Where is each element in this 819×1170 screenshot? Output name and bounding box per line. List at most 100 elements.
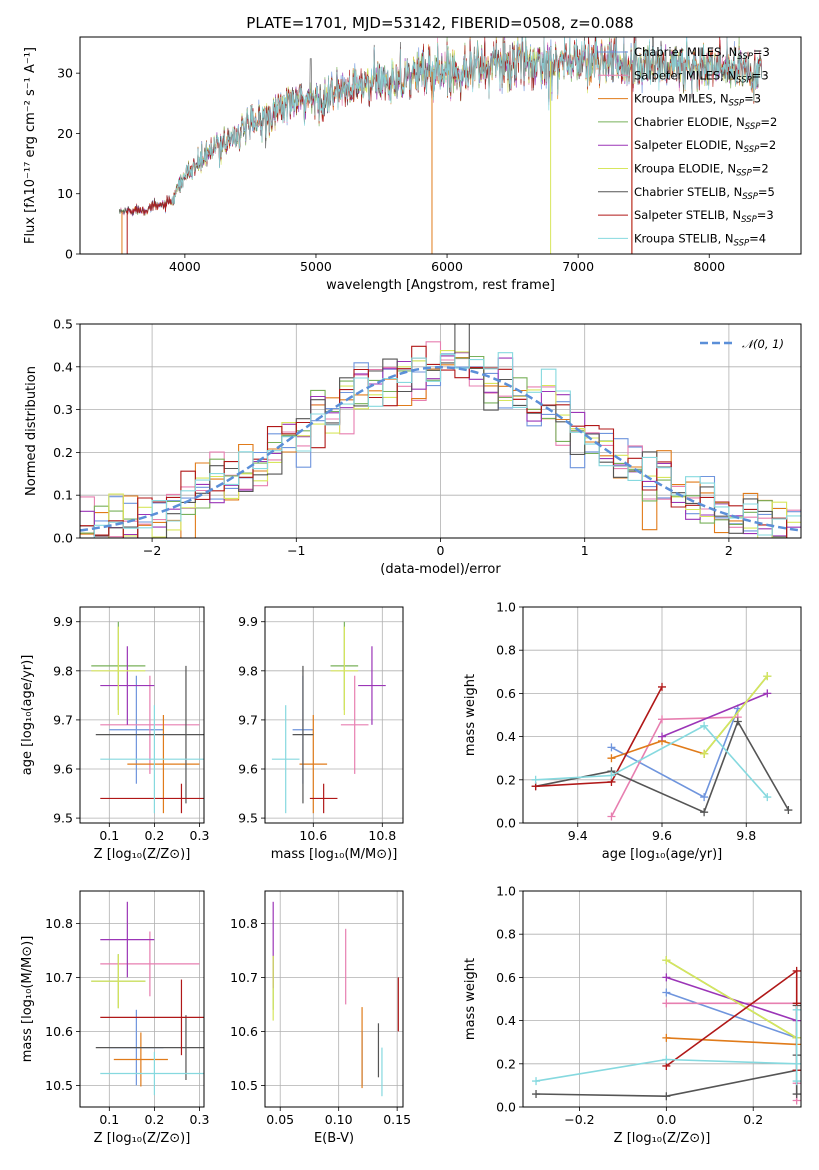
x-tick-label: 9.6: [652, 828, 672, 843]
y-axis-label: mass [log₁₀(M/M⊙)]: [20, 936, 35, 1063]
x-tick-label: 0.2: [144, 1112, 164, 1127]
figure-title: PLATE=1701, MJD=53142, FIBERID=0508, z=0…: [246, 14, 633, 32]
y-axis-label: Flux [fλ10⁻¹⁷ erg cm⁻² s⁻¹ A⁻¹]: [23, 47, 38, 244]
y-tick-label: 9.6: [238, 762, 258, 777]
plot-area: [118, 37, 763, 254]
y-tick-label: 9.7: [238, 712, 258, 727]
y-tick-label: 0.4: [496, 1013, 516, 1028]
x-tick-label: 7000: [562, 259, 594, 274]
y-axis-label: mass weight: [463, 958, 478, 1040]
panel-spectrum: 4000 5000 6000 7000 8000 0 10 20 30 wavelength [A…: [23, 36, 802, 293]
legend-label: Salpeter ELODIE, NSSP=2: [634, 138, 776, 155]
weight-point-kroupa_elodie: [662, 956, 671, 965]
axes-frame: [522, 606, 802, 824]
weight-point-kroupa_stelib: [792, 1005, 801, 1014]
y-tick-label: 0.4: [496, 729, 516, 744]
weight-point-kroupa_stelib: [700, 721, 709, 730]
y-tick-label: 0.6: [496, 686, 516, 701]
spectrum-kroupa_stelib: [171, 37, 763, 205]
panel-age-vs-Z: 0.1 0.2 0.3 9.5 9.6 9.7 9.8 9.9 Z [log₁₀(Z/Z⊙)] a…: [20, 606, 209, 862]
y-tick-label: 0.1: [53, 488, 73, 503]
y-tick-label: 9.9: [238, 614, 258, 629]
x-axis-label: Z [log₁₀(Z/Z⊙)]: [94, 847, 191, 862]
weight-point-chabrier_miles: [607, 743, 616, 752]
legend-label: Chabrier STELIB, NSSP=5: [634, 185, 775, 202]
weight-point-kroupa_stelib: [531, 775, 540, 784]
y-tick-label: 9.5: [53, 811, 73, 826]
panel-mass-vs-Z: 0.1 0.2 0.3 10.5 10.6 10.7 10.8 Z [log₁₀(Z/Z⊙)]…: [20, 890, 209, 1146]
plot-area: [91, 901, 204, 1096]
y-tick-label: 1.0: [496, 600, 516, 615]
y-tick-label: 0.0: [496, 816, 516, 831]
y-tick-label: 0.5: [53, 317, 73, 332]
legend-label: 𝒩(0, 1): [742, 337, 784, 351]
panel-weight-vs-Z: −0.2 0.0 0.2 0.0 0.2 0.4 0.6 0.8 1.0 Z [log₁₀(Z/Z…: [463, 884, 802, 1146]
weight-point-chabrier_stelib: [662, 1092, 671, 1101]
panel-mass-vs-ebv: 0.05 0.10 0.15 10.5 10.6 10.7 10.8 E(B-V): [230, 890, 411, 1146]
y-tick-label: 9.9: [53, 614, 73, 629]
x-axis-label: Z [log₁₀(Z/Z⊙)]: [614, 1131, 711, 1146]
x-tick-label: 1: [581, 543, 589, 558]
weight-point-chabrier_miles: [662, 988, 671, 997]
y-tick-label: 10.8: [230, 916, 258, 931]
axes-frame: [79, 36, 802, 255]
y-tick-label: 0.6: [496, 970, 516, 985]
legend-label: Salpeter STELIB, NSSP=3: [634, 208, 774, 225]
weight-point-chabrier_miles: [700, 793, 709, 802]
plot-area: [91, 621, 204, 814]
x-tick-label: 0.10: [325, 1112, 353, 1127]
plot-area: [531, 672, 793, 821]
y-tick-label: 9.7: [53, 712, 73, 727]
weight-point-chabrier_stelib: [532, 1090, 541, 1099]
weight-point-kroupa_elodie: [763, 672, 772, 681]
y-tick-label: 9.8: [238, 663, 258, 678]
x-tick-label: 9.8: [736, 828, 756, 843]
weight-point-salpeter_elodie: [658, 732, 666, 741]
histogram-salpeter_miles: [80, 341, 801, 538]
x-axis-label: (data-model)/error: [380, 562, 501, 577]
x-tick-label: 10.6: [299, 828, 327, 843]
x-tick-label: 5000: [300, 259, 332, 274]
legend-label: Kroupa STELIB, NSSP=4: [634, 231, 766, 248]
y-tick-label: 10.7: [45, 970, 73, 985]
axes-frame: [522, 890, 802, 1108]
panel-residuals: −2 −1 0 1 2 0.0 0.1 0.2 0.3 0.4 0.5 (data-model)/er…: [24, 317, 802, 577]
weight-point-salpeter_elodie: [763, 689, 772, 698]
weight-point-chabrier_stelib: [792, 1090, 801, 1099]
weight-point-kroupa_elodie: [700, 749, 709, 758]
x-tick-label: 10.8: [368, 828, 396, 843]
panel-age-vs-mass: 10.6 10.8 9.5 9.6 9.7 9.8 9.9 mass [log₁₀(M/M⊙)…: [238, 606, 404, 862]
spectrum-legend: Chabrier MILES, NSSP=3 Salpeter MILES, NS…: [598, 45, 777, 248]
axes-frame: [264, 606, 404, 824]
y-tick-label: 0.4: [53, 359, 73, 374]
x-axis-label: wavelength [Angstrom, rest frame]: [326, 278, 555, 293]
weight-point-salpeter_stelib: [792, 966, 801, 975]
y-tick-label: 10.6: [45, 1024, 73, 1039]
weight-point-chabrier_stelib: [784, 806, 793, 815]
weight-point-kroupa_stelib: [532, 1077, 541, 1086]
weight-line-kroupa_miles: [666, 1037, 797, 1046]
weight-point-salpeter_miles: [658, 715, 666, 724]
legend-label: Kroupa ELODIE, NSSP=2: [634, 162, 769, 179]
weight-line-kroupa_stelib: [535, 724, 768, 798]
x-tick-label: 0.2: [743, 1112, 763, 1127]
y-tick-label: 20: [57, 126, 73, 141]
weight-line-salpeter_elodie: [661, 692, 768, 738]
weight-point-kroupa_stelib: [662, 1055, 671, 1064]
x-tick-label: 0.05: [266, 1112, 294, 1127]
y-tick-label: 10.6: [230, 1024, 258, 1039]
y-tick-label: 1.0: [496, 884, 516, 899]
y-tick-label: 0.2: [496, 1056, 516, 1071]
x-tick-label: 0.1: [99, 1112, 119, 1127]
y-tick-label: 0.2: [53, 445, 73, 460]
axes-frame: [264, 890, 404, 1108]
y-tick-label: 30: [57, 66, 73, 81]
y-tick-label: 9.5: [238, 811, 258, 826]
y-tick-label: 0.0: [496, 1100, 516, 1115]
plot-area: [272, 901, 399, 1097]
weight-line-kroupa_elodie: [703, 675, 768, 755]
y-tick-label: 0.3: [53, 402, 73, 417]
weight-point-kroupa_stelib: [607, 771, 616, 780]
y-tick-label: 0.0: [53, 531, 73, 546]
x-tick-label: −1: [287, 543, 305, 558]
